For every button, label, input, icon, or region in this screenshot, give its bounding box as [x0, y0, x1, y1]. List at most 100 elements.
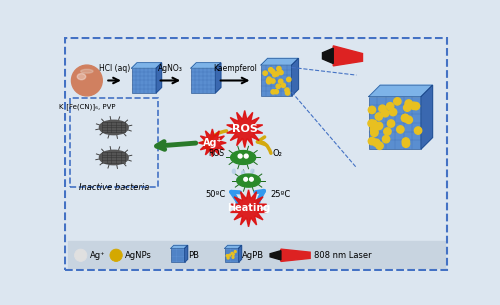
- Ellipse shape: [100, 150, 128, 165]
- Circle shape: [370, 128, 378, 135]
- Circle shape: [370, 120, 378, 127]
- Circle shape: [110, 249, 122, 261]
- Circle shape: [368, 120, 376, 127]
- Circle shape: [384, 128, 391, 135]
- Polygon shape: [156, 63, 162, 93]
- Circle shape: [272, 73, 277, 77]
- Circle shape: [231, 252, 233, 254]
- Circle shape: [379, 105, 386, 112]
- Text: ROS: ROS: [208, 149, 224, 158]
- Polygon shape: [171, 245, 188, 248]
- Text: 808 nm Laser: 808 nm Laser: [314, 251, 372, 260]
- Polygon shape: [191, 63, 221, 68]
- Circle shape: [232, 257, 234, 258]
- Circle shape: [405, 100, 412, 107]
- Circle shape: [396, 126, 404, 133]
- Ellipse shape: [100, 120, 128, 135]
- Text: 50ºC: 50ºC: [206, 190, 226, 199]
- Polygon shape: [322, 48, 333, 63]
- Circle shape: [267, 77, 272, 81]
- Text: O₂: O₂: [273, 149, 282, 158]
- Circle shape: [274, 72, 279, 76]
- Circle shape: [402, 114, 408, 122]
- Polygon shape: [198, 129, 226, 157]
- Circle shape: [274, 90, 278, 94]
- Ellipse shape: [77, 74, 86, 80]
- Ellipse shape: [248, 178, 251, 182]
- Circle shape: [276, 84, 280, 88]
- Circle shape: [412, 102, 420, 110]
- Circle shape: [276, 66, 281, 71]
- Polygon shape: [292, 58, 298, 96]
- Text: 25ºC: 25ºC: [271, 190, 291, 199]
- Text: Inactive bacteria: Inactive bacteria: [78, 183, 149, 192]
- Text: AgPB: AgPB: [242, 251, 264, 260]
- Bar: [368, 97, 421, 149]
- Circle shape: [402, 140, 409, 147]
- Circle shape: [244, 154, 248, 158]
- Circle shape: [238, 154, 242, 158]
- Polygon shape: [270, 251, 281, 260]
- Polygon shape: [421, 85, 432, 149]
- Polygon shape: [230, 190, 266, 227]
- Polygon shape: [216, 63, 221, 93]
- Circle shape: [386, 102, 394, 110]
- Circle shape: [271, 79, 275, 83]
- Circle shape: [285, 88, 289, 92]
- Text: PB: PB: [188, 251, 200, 260]
- Circle shape: [281, 83, 285, 88]
- Text: Ag⁺: Ag⁺: [202, 138, 222, 148]
- Circle shape: [402, 114, 409, 122]
- Circle shape: [271, 90, 276, 94]
- Ellipse shape: [237, 174, 260, 187]
- Circle shape: [376, 122, 382, 130]
- Bar: [191, 68, 216, 93]
- Circle shape: [286, 91, 290, 95]
- Polygon shape: [132, 63, 162, 68]
- Circle shape: [227, 257, 229, 259]
- Circle shape: [268, 78, 272, 83]
- Circle shape: [72, 65, 102, 96]
- Circle shape: [370, 126, 378, 133]
- Circle shape: [394, 98, 401, 105]
- Ellipse shape: [237, 177, 240, 181]
- Circle shape: [250, 178, 254, 181]
- Circle shape: [228, 254, 230, 256]
- Text: HCl (aq): HCl (aq): [99, 64, 130, 73]
- Circle shape: [232, 253, 234, 255]
- Ellipse shape: [230, 151, 256, 164]
- Circle shape: [370, 129, 378, 137]
- Circle shape: [388, 120, 394, 127]
- Bar: [171, 248, 184, 262]
- Circle shape: [266, 80, 271, 84]
- Text: K₃[Fe(CN)]₆, PVP: K₃[Fe(CN)]₆, PVP: [58, 104, 115, 110]
- Circle shape: [382, 109, 389, 117]
- Text: Heating: Heating: [227, 203, 270, 213]
- Circle shape: [286, 77, 291, 82]
- Circle shape: [414, 127, 422, 134]
- Circle shape: [410, 102, 418, 109]
- Polygon shape: [226, 110, 262, 148]
- Polygon shape: [238, 245, 242, 262]
- Circle shape: [266, 79, 270, 83]
- Polygon shape: [261, 58, 298, 65]
- Circle shape: [404, 104, 411, 111]
- Circle shape: [402, 138, 409, 145]
- Circle shape: [263, 71, 268, 75]
- Polygon shape: [368, 85, 432, 97]
- Circle shape: [405, 116, 412, 124]
- Circle shape: [375, 113, 382, 120]
- Circle shape: [268, 68, 273, 72]
- Ellipse shape: [232, 169, 235, 174]
- FancyBboxPatch shape: [70, 98, 158, 187]
- Polygon shape: [184, 245, 188, 262]
- Circle shape: [234, 251, 236, 253]
- Polygon shape: [281, 249, 310, 261]
- Circle shape: [270, 70, 275, 74]
- Circle shape: [278, 79, 283, 84]
- Circle shape: [226, 255, 228, 257]
- Circle shape: [390, 109, 397, 116]
- Circle shape: [376, 142, 384, 149]
- Circle shape: [372, 139, 380, 146]
- Circle shape: [382, 135, 390, 143]
